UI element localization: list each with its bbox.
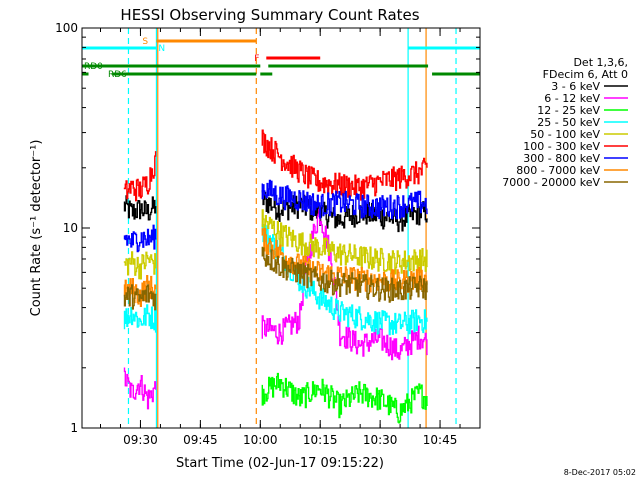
series-12-25-kev-seg-0 [261,372,428,424]
series-25-50-kev-seg-0 [123,304,157,333]
series-3-6-kev-seg-0 [123,195,157,221]
y-tick-label: 100 [55,21,78,35]
series-100-300-kev-seg-0 [123,151,157,202]
flag-label-rd6: RD6 [108,70,127,80]
series-layer [123,129,428,424]
flag-label-s: S [142,37,148,47]
legend-entry-label: 12 - 25 keV [537,104,600,117]
y-axis-label: Count Rate (s⁻¹ detector⁻¹) [29,140,44,317]
flag-bars: SN F RD0 RD6 [82,37,480,80]
chart-title: HESSI Observing Summary Count Rates [120,6,419,24]
legend-entry-label: 3 - 6 keV [551,80,600,93]
timestamp: 8-Dec-2017 05:02 [564,468,636,477]
legend-header-0: Det 1,3,6, [573,56,628,69]
series-7000-20000-kev-seg-0 [123,284,157,311]
x-tick-label: 10:15 [303,433,338,447]
time-markers [127,28,457,428]
legend-entry-label: 7000 - 20000 keV [502,176,600,189]
series-7000-20000-kev-seg-1 [261,246,428,303]
flag-label-n: N [158,44,165,54]
flag-label-rd0: RD0 [84,62,103,72]
x-tick-label: 10:30 [363,433,398,447]
axes: 1 10 100 09:30 09:45 10:00 10:15 10:30 10:45 [55,21,481,447]
x-tick-label: 09:45 [183,433,218,447]
legend-entry-label: 800 - 7000 keV [516,164,600,177]
x-tick-label: 09:30 [123,433,158,447]
legend-entry-label: 300 - 800 keV [523,152,600,165]
series-50-100-kev-seg-0 [123,251,157,280]
series-50-100-kev-seg-1 [261,209,428,275]
series-100-300-kev-seg-1 [261,129,428,201]
x-tick-label: 10:00 [243,433,278,447]
series-300-800-kev-seg-1 [261,179,428,220]
legend-entry-label: 50 - 100 keV [530,128,600,141]
y-tick-label: 1 [70,421,78,435]
series-6-12-kev-seg-0 [123,367,157,410]
legend-entry-label: 6 - 12 keV [544,92,600,105]
y-tick-label: 10 [63,221,78,235]
legend-entry-label: 25 - 50 keV [537,116,600,129]
legend-header-1: FDecim 6, Att 0 [543,68,628,81]
x-tick-label: 10:45 [423,433,458,447]
series-300-800-kev-seg-0 [123,224,157,253]
x-axis-label: Start Time (02-Jun-17 09:15:22) [176,456,384,471]
series-6-12-kev-seg-1 [261,208,428,361]
flag-label-f: F [254,54,259,64]
legend-entry-label: 100 - 300 keV [523,140,600,153]
